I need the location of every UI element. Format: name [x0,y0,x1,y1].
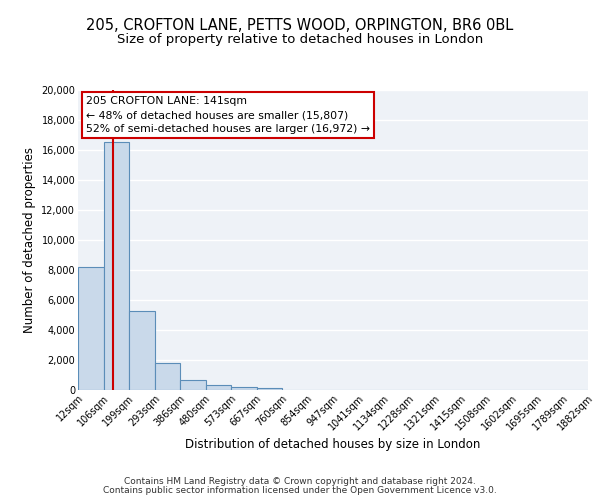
Bar [257,388,282,390]
Bar [231,388,257,390]
Bar [78,267,104,390]
X-axis label: Distribution of detached houses by size in London: Distribution of detached houses by size … [185,438,481,450]
Text: Contains HM Land Registry data © Crown copyright and database right 2024.: Contains HM Land Registry data © Crown c… [124,477,476,486]
Text: 205 CROFTON LANE: 141sqm
← 48% of detached houses are smaller (15,807)
52% of se: 205 CROFTON LANE: 141sqm ← 48% of detach… [86,96,370,134]
Text: 205, CROFTON LANE, PETTS WOOD, ORPINGTON, BR6 0BL: 205, CROFTON LANE, PETTS WOOD, ORPINGTON… [86,18,514,32]
Bar [104,142,129,390]
Text: Size of property relative to detached houses in London: Size of property relative to detached ho… [117,32,483,46]
Bar [180,380,205,390]
Bar [129,310,155,390]
Bar [155,362,180,390]
Text: Contains public sector information licensed under the Open Government Licence v3: Contains public sector information licen… [103,486,497,495]
Bar [205,386,231,390]
Y-axis label: Number of detached properties: Number of detached properties [23,147,36,333]
